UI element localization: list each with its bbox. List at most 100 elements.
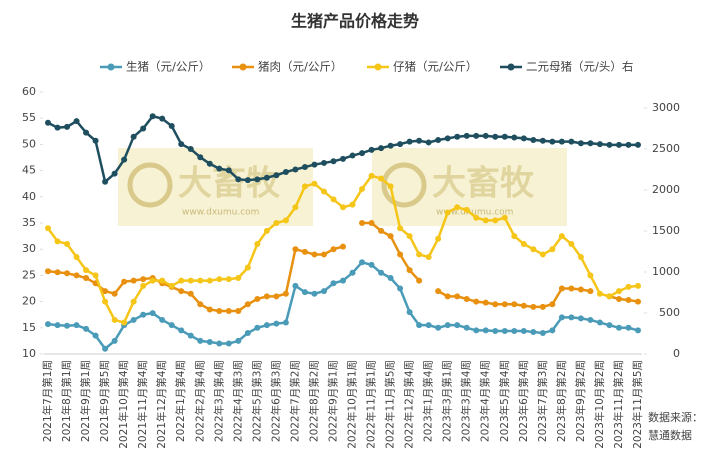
data-point [301,289,308,296]
data-point [263,293,270,300]
data-point [340,155,346,162]
data-point [102,288,109,295]
data-point [92,137,99,144]
data-point [225,308,232,315]
data-point [387,233,394,240]
data-point [501,301,508,308]
watermark-logo [381,162,427,208]
data-point [292,204,299,211]
data-point [83,275,90,282]
data-point [520,327,527,334]
data-point [406,267,413,274]
y-tick-label: 15 [22,321,36,334]
data-point [539,330,546,337]
data-point [140,282,147,289]
x-tick-label: 2021年9月第1周 [79,360,92,442]
chart-title: 生猪产品价格走势 [291,12,419,31]
data-point [435,235,442,242]
data-point [492,217,499,224]
data-point [378,269,385,276]
legend-label: 生猪（元/公斤） [126,60,210,74]
data-point [320,251,327,258]
x-tick-label: 2023年5月第4周 [498,360,511,442]
data-point [340,204,346,211]
data-point [168,282,175,289]
legend-label: 仔猪（元/公斤） [393,60,477,74]
x-tick-label: 2022年3月第4周 [212,360,225,442]
y-tick-label: 20 [22,295,36,308]
data-point [425,254,432,261]
data-point [577,140,584,147]
data-point [635,327,641,334]
data-point [111,170,118,177]
x-tick-label: 2021年7月第1周 [41,360,54,442]
data-point [425,322,432,329]
x-tick-label: 2023年1月第4周 [422,360,435,442]
data-point [435,136,442,143]
data-point [406,309,413,316]
data-point [225,276,232,283]
watermark-text: 大畜牧 [432,164,535,204]
legend-swatch [507,63,515,71]
data-point [568,138,575,145]
data-point [235,337,242,344]
data-point [197,337,204,344]
series-line [47,245,344,313]
data-point [216,340,223,347]
x-tick-label: 2022年7月第2周 [288,360,301,442]
data-point [273,172,280,179]
legend-label: 二元母猪（元/头）右 [526,60,633,74]
data-point [473,214,480,221]
y-tick-label: 60 [22,85,36,98]
data-point [197,277,204,284]
data-point [121,319,128,326]
data-point [406,138,413,145]
data-point [492,327,499,334]
data-point [444,293,451,300]
data-point [577,286,584,293]
data-point [520,302,527,309]
data-point [178,327,185,334]
data-point [530,136,537,143]
data-point [206,338,213,345]
y2-tick-label: 3000 [652,101,680,114]
data-point [444,135,451,142]
x-tick-label: 2022年8月第2周 [307,360,320,442]
data-point [378,145,385,152]
data-point [45,268,51,275]
data-point [102,298,109,305]
data-point [254,295,261,302]
legend-label: 猪肉（元/公斤） [258,60,342,74]
data-point [187,332,194,339]
data-point [349,201,356,208]
y-tick-label: 50 [22,137,36,150]
data-point [606,141,613,148]
data-point [45,119,51,126]
data-point [83,267,90,274]
data-point [178,288,185,295]
watermark-url: www.dxumu.com [182,208,259,218]
data-point [482,299,489,306]
data-point [263,174,270,181]
x-tick-label: 2023年11月第5周 [631,360,644,449]
data-point [340,277,346,284]
y-tick-label: 35 [22,216,36,229]
data-point [416,322,423,329]
data-point [282,168,289,175]
data-point [206,277,213,284]
watermark: 大畜牧 大畜牧 www.dxumu.com www.dxumu.com [118,148,567,226]
data-point [282,217,289,224]
data-point [64,240,71,247]
data-point [320,159,327,166]
x-tick-label: 2022年11月第1周 [365,360,378,449]
data-point [263,227,270,234]
data-point [416,277,423,284]
x-tick-label: 2022年2月第4周 [193,360,206,442]
data-point [482,132,489,139]
data-point [206,160,213,167]
data-point [216,308,223,315]
data-point [130,133,137,140]
data-point [482,327,489,334]
source: 数据来源： [648,410,703,424]
